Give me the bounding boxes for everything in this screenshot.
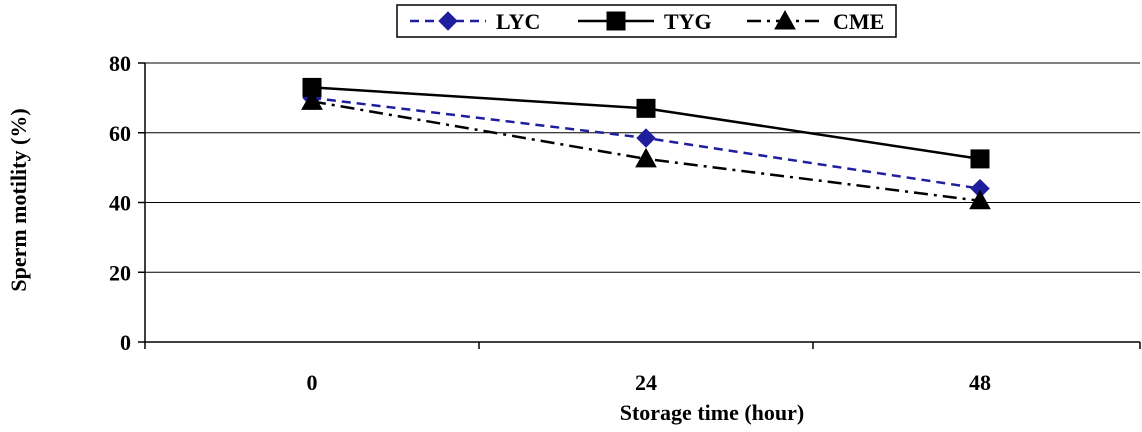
series-cme — [301, 90, 991, 210]
data-point-cme — [301, 90, 323, 110]
data-point-tyg — [970, 149, 990, 169]
legend-marker-tyg — [606, 11, 626, 31]
y-axis-label: Sperm motility (%) — [6, 108, 31, 291]
x-tick-label: 48 — [969, 370, 991, 395]
y-tick-label: 80 — [109, 51, 131, 76]
y-tick-label: 60 — [109, 121, 131, 146]
legend-label-cme: CME — [833, 9, 884, 34]
y-tick-label: 40 — [109, 191, 131, 216]
data-point-cme — [635, 147, 657, 168]
data-point-cme — [969, 189, 991, 210]
x-tick-label: 0 — [307, 370, 318, 395]
data-point-tyg — [636, 98, 656, 118]
series-line-cme — [311, 100, 981, 202]
legend-label-lyc: LYC — [496, 9, 540, 34]
series-tyg — [302, 77, 990, 169]
legend-label-tyg: TYG — [664, 9, 712, 34]
legend-marker-cme — [774, 9, 796, 30]
data-point-lyc — [636, 128, 656, 148]
legend-marker-lyc — [438, 11, 458, 31]
x-axis-label: Storage time (hour) — [620, 400, 805, 425]
x-tick-label: 24 — [635, 370, 657, 395]
legend: LYC TYG CME — [396, 4, 897, 38]
y-tick-label: 0 — [120, 330, 131, 355]
y-tick-label: 20 — [109, 260, 131, 285]
